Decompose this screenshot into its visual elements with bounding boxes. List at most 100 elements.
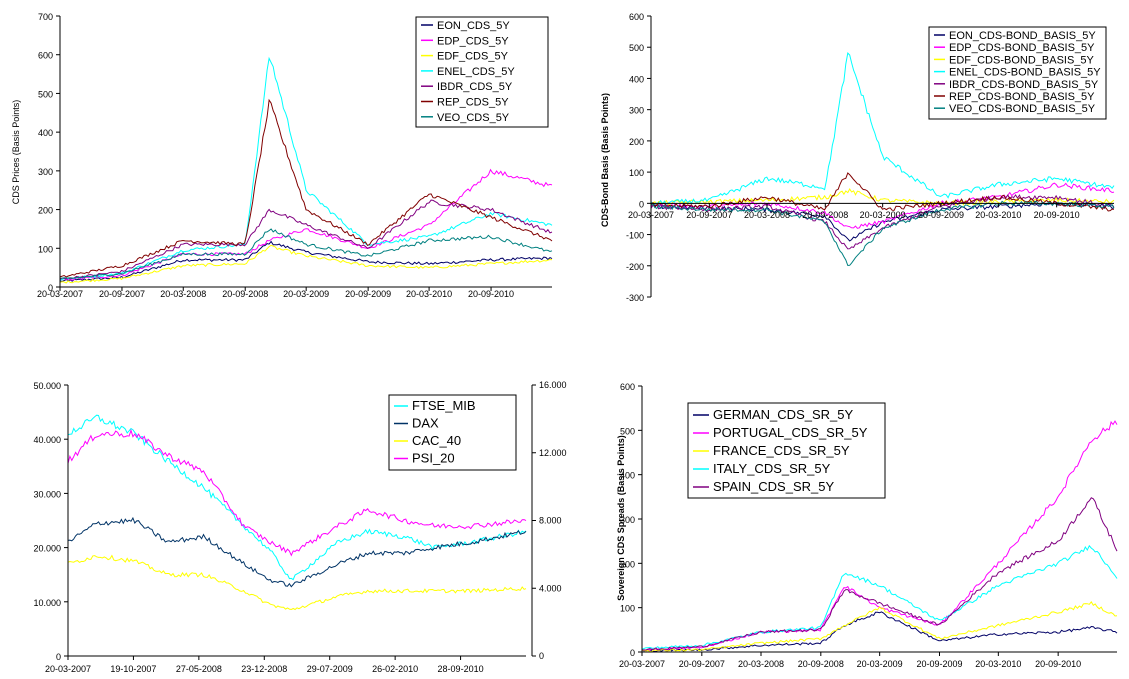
legend-entry: EDP_CDS-BOND_BASIS_5Y bbox=[949, 42, 1095, 54]
x-tick-label: 20-03-2008 bbox=[744, 210, 790, 220]
x-tick-label: 20-03-2007 bbox=[37, 289, 83, 299]
x-tick-label: 26-02-2010 bbox=[372, 664, 418, 674]
legend-entry: REP_CDS_5Y bbox=[437, 97, 509, 109]
chart-cds-bond-basis: CDS-Bond Basis (Basis Points) -300 -200 -1… bbox=[600, 12, 1115, 303]
y-tick-label: 600 bbox=[620, 382, 635, 392]
x-tick-label: 20-03-2008 bbox=[160, 289, 206, 299]
legend-entry: IBDR_CDS_5Y bbox=[437, 81, 513, 93]
series-lines bbox=[641, 420, 1118, 653]
legend-entry: FRANCE_CDS_SR_5Y bbox=[713, 443, 850, 458]
legend-entry: ITALY_CDS_SR_5Y bbox=[713, 461, 831, 476]
series-lines bbox=[59, 56, 553, 284]
y-tick-label: 100 bbox=[620, 604, 635, 614]
series-line-edf_cds_5y bbox=[59, 244, 553, 284]
x-tick-label: 20-09-2008 bbox=[222, 289, 268, 299]
x-tick-label: 20-09-2007 bbox=[99, 289, 145, 299]
series-line-rep_cds_5y bbox=[59, 98, 553, 278]
y-tick-label: -300 bbox=[626, 293, 644, 303]
x-tick-label: 20-03-2009 bbox=[283, 289, 329, 299]
series-line-ibdr_cds-bond_basis_5y bbox=[650, 193, 1115, 250]
x-tick-label: 20-09-2010 bbox=[1035, 659, 1081, 669]
y-tick-label: 0 bbox=[630, 648, 635, 658]
series-line-ibdr_cds_5y bbox=[59, 199, 553, 280]
series-line-spain_cds_sr_5y bbox=[642, 497, 1118, 651]
y-tick-label: 100 bbox=[38, 244, 53, 254]
series-lines bbox=[650, 51, 1115, 267]
y-tick-label: 0 bbox=[639, 199, 644, 209]
x-tick-label: 20-03-2010 bbox=[406, 289, 452, 299]
legend-entry: VEO_CDS_5Y bbox=[437, 112, 510, 124]
legend-entry: REP_CDS-BOND_BASIS_5Y bbox=[949, 91, 1095, 103]
y-tick-label: 300 bbox=[629, 106, 644, 116]
legend-entry: PORTUGAL_CDS_SR_5Y bbox=[713, 425, 868, 440]
x-tick-label: 19-10-2007 bbox=[110, 664, 156, 674]
axes: 0 10.000 20.000 30.000 40.000 50.000 0 4.000 8.0… bbox=[33, 380, 566, 674]
x-tick-label: 20-09-2009 bbox=[918, 210, 964, 220]
legend-entry: EDF_CDS_5Y bbox=[437, 51, 509, 63]
x-tick-label: 20-09-2010 bbox=[1034, 210, 1080, 220]
chart-stock-indices: 0 10.000 20.000 30.000 40.000 50.000 0 4.000 8.0… bbox=[33, 380, 566, 674]
y-tick-label: 500 bbox=[629, 43, 644, 53]
y-tick-label: 300 bbox=[38, 167, 53, 177]
legend-entry: DAX bbox=[412, 416, 439, 431]
legend-box bbox=[928, 26, 1107, 120]
y-tick-label: 0 bbox=[56, 652, 61, 662]
legend-entry: PSI_20 bbox=[412, 451, 455, 466]
x-tick-label: 20-09-2007 bbox=[686, 210, 732, 220]
y2-tick-label: 12.000 bbox=[539, 448, 567, 458]
series-lines bbox=[67, 414, 527, 611]
x-tick-label: 29-07-2009 bbox=[307, 664, 353, 674]
y2-tick-label: 0 bbox=[539, 651, 544, 661]
y-tick-label: 400 bbox=[629, 74, 644, 84]
legend: FTSE_MIB DAX CAC_40 PSI_20 bbox=[388, 394, 517, 471]
legend-entry: FTSE_MIB bbox=[412, 398, 476, 413]
chart-sovereign-cds: Sovereign CDS Spreads (Basis Points) 0 10… bbox=[616, 382, 1118, 669]
y-tick-label: 20.000 bbox=[33, 544, 61, 554]
series-line-psi_20 bbox=[67, 428, 527, 557]
y2-tick-label: 4.000 bbox=[539, 583, 562, 593]
y-axis-label: CDS-Bond Basis (Basis Points) bbox=[600, 93, 610, 227]
y-tick-label: 30.000 bbox=[33, 489, 61, 499]
x-tick-label: 20-03-2010 bbox=[975, 659, 1021, 669]
y-tick-label: 400 bbox=[620, 471, 635, 481]
x-tick-label: 20-03-2007 bbox=[45, 664, 91, 674]
y-tick-label: 400 bbox=[38, 128, 53, 138]
y-tick-label: 700 bbox=[38, 12, 53, 22]
y-tick-label: 600 bbox=[629, 12, 644, 22]
y-tick-label: 200 bbox=[38, 206, 53, 216]
legend-entry: VEO_CDS-BOND_BASIS_5Y bbox=[949, 103, 1096, 115]
legend: GERMAN_CDS_SR_5Y PORTUGAL_CDS_SR_5Y FRANCE… bbox=[687, 402, 886, 499]
legend-entry: EDF_CDS-BOND_BASIS_5Y bbox=[949, 54, 1095, 66]
legend-entry: SPAIN_CDS_SR_5Y bbox=[713, 479, 834, 494]
legend-box bbox=[415, 16, 549, 128]
series-line-cac_40 bbox=[67, 554, 527, 611]
series-line-veo_cds_5y bbox=[59, 228, 553, 279]
x-tick-label: 20-09-2007 bbox=[679, 659, 725, 669]
x-tick-label: 20-09-2009 bbox=[345, 289, 391, 299]
x-tick-label: 23-12-2008 bbox=[241, 664, 287, 674]
y-tick-label: 200 bbox=[620, 559, 635, 569]
series-line-dax bbox=[67, 516, 527, 588]
y-tick-label: 300 bbox=[620, 515, 635, 525]
x-tick-label: 20-09-2008 bbox=[802, 210, 848, 220]
y-tick-label: 100 bbox=[629, 168, 644, 178]
y-tick-label: -200 bbox=[626, 262, 644, 272]
x-tick-label: 20-03-2008 bbox=[738, 659, 784, 669]
x-tick-label: 20-03-2010 bbox=[975, 210, 1021, 220]
y-axis-label: Sovereign CDS Spreads (Basis Points) bbox=[616, 435, 626, 601]
x-tick-label: 20-09-2010 bbox=[468, 289, 514, 299]
series-line-eon_cds_5y bbox=[59, 240, 553, 283]
x-tick-label: 20-09-2008 bbox=[798, 659, 844, 669]
y-tick-label: 600 bbox=[38, 51, 53, 61]
legend-entry: IBDR_CDS-BOND_BASIS_5Y bbox=[949, 79, 1099, 91]
series-line-edp_cds_5y bbox=[60, 168, 553, 281]
axes: 0 100 200 300 400 500 600 20-03-2007 20-09-2007 2… bbox=[619, 382, 1117, 669]
axes: 0 100 200 300 400 500 600 700 20-03-2007 20-09-20… bbox=[37, 12, 552, 299]
series-line-enel_cds-bond_basis_5y bbox=[650, 51, 1115, 206]
x-tick-label: 28-09-2010 bbox=[438, 664, 484, 674]
legend: EON_CDS-BOND_BASIS_5YEDP_CDS-BOND_BASIS_… bbox=[928, 26, 1107, 120]
legend-entry: ENEL_CDS_5Y bbox=[437, 66, 515, 78]
y2-tick-label: 16.000 bbox=[539, 380, 567, 390]
y-tick-label: 40.000 bbox=[33, 435, 61, 445]
